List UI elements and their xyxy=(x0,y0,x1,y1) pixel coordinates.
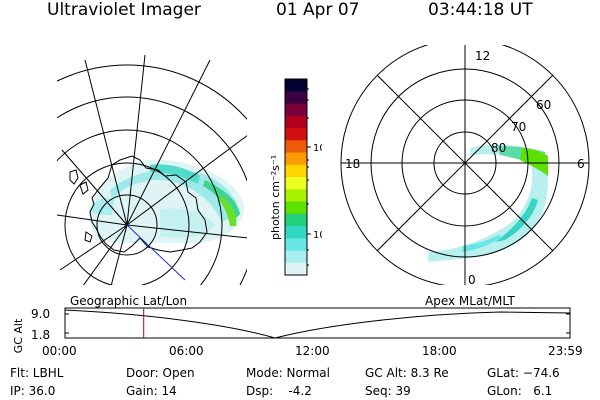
aurora-image xyxy=(88,159,245,244)
altitude-curve xyxy=(64,309,571,339)
colorbar-segment xyxy=(285,213,307,227)
time-tick-1800: 18:00 xyxy=(422,344,457,358)
colorbar-segment xyxy=(285,250,307,264)
time-tick-0600: 06:00 xyxy=(169,344,204,358)
time-tick-2359: 23:59 xyxy=(548,344,583,358)
colorbar-tick-100: 100 xyxy=(313,143,322,154)
coastline xyxy=(69,155,208,253)
gain-info: Gain: 14 xyxy=(126,384,177,398)
seq-info: Seq: 39 xyxy=(365,384,411,398)
mlat-label-60: 60 xyxy=(536,98,551,112)
colorbar: 100 10 photon cm⁻²s⁻¹ xyxy=(269,78,322,276)
ip-info: IP: 36.0 xyxy=(10,384,56,398)
colorbar-segment xyxy=(285,152,307,166)
glat-info: GLat: −74.6 xyxy=(487,366,560,380)
colorbar-segment xyxy=(285,238,307,252)
altitude-ytick-high: 9.0 xyxy=(31,307,50,321)
colorbar-segment xyxy=(285,262,307,276)
geographic-map-panel xyxy=(57,55,247,285)
title-bar: Ultraviolet Imager 01 Apr 07 03:44:18 UT xyxy=(0,0,600,24)
mlt-lines xyxy=(341,45,589,285)
mlat-label-70: 70 xyxy=(511,120,526,134)
colorbar-segment xyxy=(285,164,307,178)
date-label: 01 Apr 07 xyxy=(276,0,360,20)
filter-info: Flt: LBHL xyxy=(10,366,64,380)
colorbar-segment xyxy=(285,177,307,190)
mlat-label-80: 80 xyxy=(491,141,506,155)
altitude-ytick-low: 1.8 xyxy=(31,328,50,342)
apex-label: Apex MLat/MLT xyxy=(425,294,515,308)
instrument-title: Ultraviolet Imager xyxy=(47,0,201,20)
colorbar-segment xyxy=(285,226,307,239)
colorbar-segment xyxy=(285,128,307,141)
colorbar-unit-label: photon cm⁻²s⁻¹ xyxy=(269,155,282,240)
colorbar-segment xyxy=(285,189,307,203)
aurora-oval-apex xyxy=(428,144,549,262)
colorbar-segment xyxy=(285,79,307,92)
time-label: 03:44:18 UT xyxy=(428,0,533,20)
mlt-label-0: 0 xyxy=(468,273,476,285)
colorbar-segment xyxy=(285,140,307,154)
time-tick-0000: 00:00 xyxy=(42,344,77,358)
colorbar-tick-10: 10 xyxy=(313,230,322,241)
gc-alt-info: GC Alt: 8.3 Re xyxy=(365,366,449,380)
colorbar-gradient xyxy=(285,79,307,276)
mode-info: Mode: Normal xyxy=(246,366,330,380)
meridian-lines xyxy=(57,55,247,285)
mlt-label-6: 6 xyxy=(577,157,585,171)
colorbar-segment xyxy=(285,201,307,215)
altitude-plot-frame xyxy=(64,307,571,339)
door-info: Door: Open xyxy=(126,366,195,380)
dsp-info: Dsp: -4.2 xyxy=(246,384,312,398)
mlt-label-12: 12 xyxy=(475,49,490,63)
latitude-circles xyxy=(57,64,247,285)
geographic-label: Geographic Lat/Lon xyxy=(70,294,188,308)
time-tick-1200: 12:00 xyxy=(295,344,330,358)
colorbar-segment xyxy=(285,103,307,117)
mlt-label-18: 18 xyxy=(345,157,360,171)
glon-info: GLon: 6.1 xyxy=(487,384,553,398)
orbit-altitude-plot: GC Alt 9.0 1.8 xyxy=(12,307,571,353)
apex-polar-plot: 12 18 6 0 60 70 80 xyxy=(340,45,590,285)
altitude-ylabel: GC Alt xyxy=(12,318,25,353)
sun-direction-line xyxy=(126,224,186,281)
colorbar-segment xyxy=(285,115,307,129)
colorbar-segment xyxy=(285,91,307,105)
